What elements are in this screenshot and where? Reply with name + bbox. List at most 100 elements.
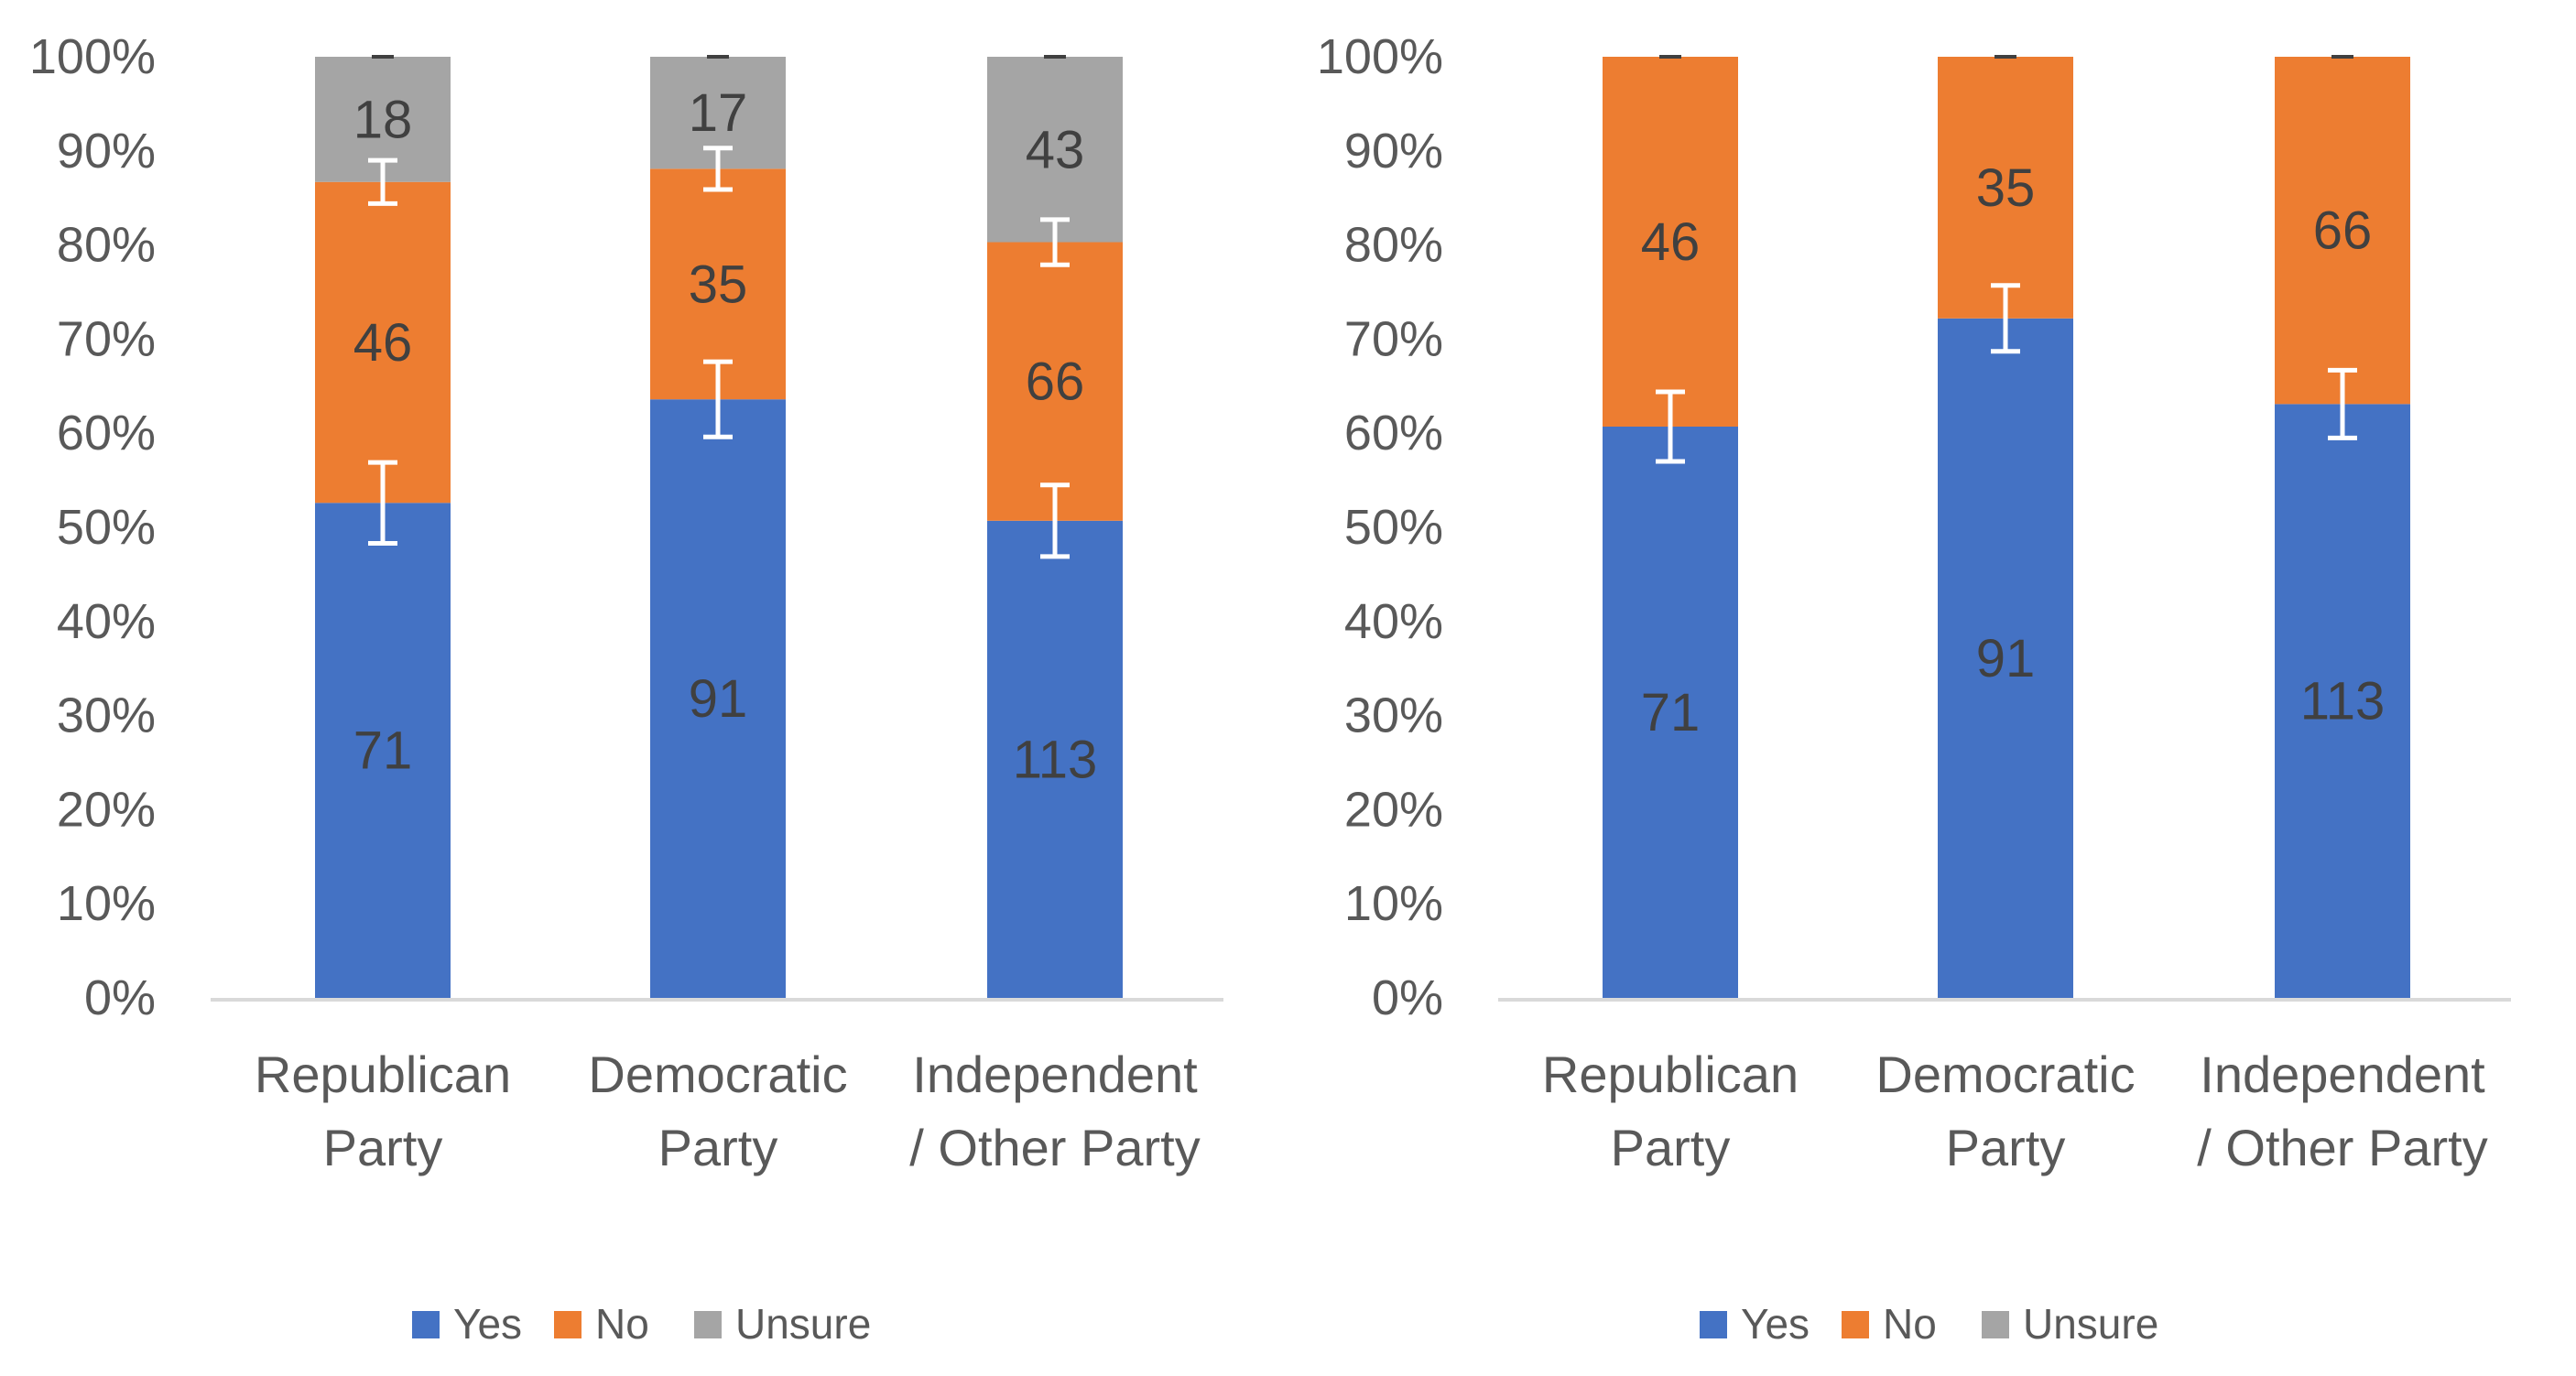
data-label: 113 xyxy=(2300,672,2385,731)
bar-segment xyxy=(1938,318,2073,998)
legend-swatch xyxy=(554,1311,582,1338)
y-tick-label: 40% xyxy=(1344,594,1443,649)
x-axis-category-labels: Republican Party Democratic Party Independen… xyxy=(1542,1046,2488,1176)
bar-segment xyxy=(2275,404,2410,998)
x-category-label: Democratic Party xyxy=(588,1046,847,1176)
legend-label: Yes xyxy=(1741,1300,1810,1348)
data-label: 113 xyxy=(1013,730,1097,789)
bar-stacks: 71 46 18 91 35 17 113 66 43 xyxy=(315,55,1123,998)
y-tick-label: 60% xyxy=(1344,406,1443,460)
y-tick-label: 100% xyxy=(29,29,156,84)
x-category-label-line: Democratic xyxy=(588,1046,847,1103)
x-category-label-line: Independent xyxy=(912,1046,1198,1103)
x-category-label: Republican Party xyxy=(255,1046,511,1176)
legend-item: Yes xyxy=(412,1300,522,1348)
y-tick-label: 0% xyxy=(84,970,156,1025)
error-bar xyxy=(703,359,733,439)
legend: Yes No Unsure xyxy=(1700,1300,2158,1348)
data-label: 46 xyxy=(353,313,413,373)
bar-segment xyxy=(315,503,451,998)
data-label: 46 xyxy=(1641,212,1701,272)
legend-item: No xyxy=(554,1300,649,1348)
legend-label: Unsure xyxy=(2023,1300,2158,1348)
y-tick-label: 50% xyxy=(57,500,156,555)
legend-item: No xyxy=(1842,1300,1937,1348)
bar-segment xyxy=(987,242,1123,521)
data-label: 91 xyxy=(689,669,748,729)
y-tick-label: 80% xyxy=(1344,218,1443,273)
y-tick-label: 50% xyxy=(1344,500,1443,555)
x-category-label-line: / Other Party xyxy=(2197,1119,2487,1176)
bar-segment xyxy=(987,520,1123,998)
y-tick-label: 20% xyxy=(57,782,156,837)
data-label: 91 xyxy=(1976,629,2036,688)
data-label: 35 xyxy=(689,255,748,314)
bar-segment xyxy=(1938,57,2073,319)
error-bar xyxy=(1656,389,1685,464)
legend-item: Unsure xyxy=(1982,1300,2158,1348)
bar-stack: 71 46 18 xyxy=(315,55,451,998)
data-label: 66 xyxy=(1026,352,1085,412)
y-tick-label: 70% xyxy=(57,311,156,366)
y-tick-label: 90% xyxy=(57,124,156,179)
bar-segment xyxy=(1603,427,1738,998)
x-category-label-line: Democratic xyxy=(1875,1046,2135,1103)
bar-segment xyxy=(1603,57,1738,428)
stacked-bar-chart-right: 0% 10% 20% 30% 40% 50% 60% 70% 80% 90% 100% 71 46 91 3… xyxy=(1317,29,2511,1348)
y-tick-label: 20% xyxy=(1344,782,1443,837)
error-bar xyxy=(368,157,397,206)
legend-label: No xyxy=(595,1300,649,1348)
stacked-bar-chart-left: 0% 10% 20% 30% 40% 50% 60% 70% 80% 90% 100% 71 46 18 9… xyxy=(29,29,1223,1348)
legend-swatch xyxy=(694,1311,722,1338)
y-axis-tick-labels: 0% 10% 20% 30% 40% 50% 60% 70% 80% 90% 100% xyxy=(1317,29,1443,1025)
y-tick-label: 70% xyxy=(1344,311,1443,366)
bar-stack: 71 46 xyxy=(1603,55,1738,998)
legend-swatch xyxy=(412,1311,440,1338)
bar-stack: 113 66 43 xyxy=(987,55,1123,998)
error-bar xyxy=(1991,283,2020,354)
y-tick-label: 30% xyxy=(57,688,156,743)
x-category-label-line: Party xyxy=(658,1119,778,1176)
error-bar xyxy=(703,146,733,192)
legend-swatch xyxy=(1842,1311,1869,1338)
y-tick-label: 30% xyxy=(1344,688,1443,743)
x-category-label: Republican Party xyxy=(1542,1046,1799,1176)
x-axis-category-labels: Republican Party Democratic Party Independen… xyxy=(255,1046,1201,1176)
data-label: 35 xyxy=(1976,158,2036,218)
bar-segment xyxy=(2275,57,2410,405)
y-tick-label: 0% xyxy=(1372,970,1443,1025)
bar-stacks: 71 46 91 35 113 66 xyxy=(1603,55,2410,998)
data-label: 71 xyxy=(353,721,413,781)
data-label: 66 xyxy=(2313,201,2373,261)
y-tick-label: 80% xyxy=(57,218,156,273)
legend-label: Yes xyxy=(453,1300,522,1348)
x-category-label-line: Republican xyxy=(255,1046,511,1103)
data-label: 71 xyxy=(1641,683,1701,742)
y-tick-label: 10% xyxy=(1344,876,1443,931)
x-category-label: Democratic Party xyxy=(1875,1046,2135,1176)
x-category-label: Independent / Other Party xyxy=(909,1046,1200,1176)
error-bar xyxy=(2328,367,2357,440)
x-category-label-line: Party xyxy=(323,1119,443,1176)
x-category-label: Independent / Other Party xyxy=(2197,1046,2487,1176)
data-label: 17 xyxy=(689,83,748,143)
legend: Yes No Unsure xyxy=(412,1300,871,1348)
bar-segment xyxy=(650,399,786,998)
x-category-label-line: Party xyxy=(1611,1119,1731,1176)
legend-swatch xyxy=(1982,1311,2009,1338)
legend-swatch xyxy=(1700,1311,1727,1338)
error-bar xyxy=(368,460,397,546)
y-tick-label: 10% xyxy=(57,876,156,931)
y-tick-label: 40% xyxy=(57,594,156,649)
data-label: 43 xyxy=(1026,120,1085,179)
legend-label: Unsure xyxy=(735,1300,871,1348)
legend-item: Unsure xyxy=(694,1300,871,1348)
x-category-label-line: / Other Party xyxy=(909,1119,1200,1176)
y-axis-tick-labels: 0% 10% 20% 30% 40% 50% 60% 70% 80% 90% 100% xyxy=(29,29,156,1025)
x-category-label-line: Republican xyxy=(1542,1046,1799,1103)
error-bar xyxy=(1040,482,1070,559)
bar-segment xyxy=(987,57,1123,243)
y-tick-label: 90% xyxy=(1344,124,1443,179)
data-label: 18 xyxy=(353,90,413,149)
bar-stack: 113 66 xyxy=(2275,55,2410,998)
